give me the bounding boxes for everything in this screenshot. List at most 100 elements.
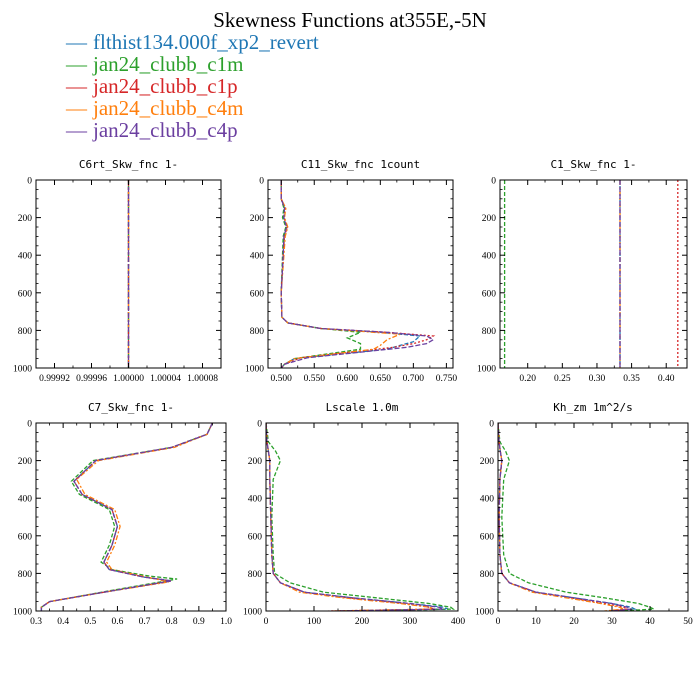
series-line: [498, 423, 638, 611]
y-tick-label: 600: [480, 532, 495, 542]
plot-frame: [35, 422, 227, 612]
legend-item: — jan24_clubb_c4p: [66, 119, 319, 141]
y-tick-label: 1000: [13, 365, 32, 375]
x-tick-label: 1.00000: [113, 374, 144, 384]
x-tick-label: 0.8: [166, 617, 178, 627]
series-line: [266, 423, 435, 611]
x-tick-label: 100: [307, 617, 322, 627]
x-tick-label: 1.0: [220, 617, 232, 627]
figure-title: Skewness Functions at355E,-5N: [213, 8, 487, 32]
x-tick-label: 300: [403, 617, 418, 627]
x-tick-label: 50: [683, 617, 693, 627]
series-line: [498, 423, 630, 611]
y-tick-label: 400: [480, 495, 495, 505]
y-tick-label: 0: [257, 420, 262, 430]
x-tick-label: 0: [496, 617, 501, 627]
series-line: [498, 423, 634, 611]
series-line: [40, 423, 213, 611]
panel-title: C1_Skw_fnc 1-: [550, 158, 636, 171]
y-tick-label: 200: [482, 214, 497, 224]
legend-label: jan24_clubb_c4p: [93, 118, 238, 142]
legend-item: — jan24_clubb_c4m: [66, 97, 319, 119]
x-tick-label: 0.600: [337, 374, 359, 384]
chart-panel: C11_Skw_fnc 1count 0 200 400 600 800 1000 0.500…: [245, 158, 457, 384]
legend-label: jan24_clubb_c1p: [93, 74, 238, 98]
legend-item: — flthist134.000f_xp2_revert: [66, 31, 319, 53]
x-tick-label: 10: [531, 617, 541, 627]
x-tick-label: 40: [645, 617, 655, 627]
legend-dash: —: [66, 118, 87, 142]
y-tick-label: 400: [482, 252, 497, 262]
y-tick-label: 800: [250, 327, 265, 337]
y-tick-label: 1000: [245, 365, 264, 375]
y-tick-label: 600: [18, 289, 33, 299]
series-line: [280, 180, 422, 368]
y-tick-label: 0: [27, 420, 32, 430]
legend-dash: —: [66, 96, 87, 120]
y-tick-label: 0: [27, 177, 32, 187]
y-tick-label: 800: [18, 327, 33, 337]
x-tick-label: 0.35: [623, 374, 640, 384]
x-tick-label: 0.6: [111, 617, 123, 627]
series-line: [40, 423, 213, 611]
y-tick-label: 200: [480, 457, 495, 467]
y-tick-label: 200: [250, 214, 265, 224]
chart-panel: C1_Skw_fnc 1- 0 200 400 600 800 1000 0.20 0.25 0.…: [477, 158, 688, 384]
series-line: [280, 180, 436, 368]
x-tick-label: 1.00004: [150, 374, 181, 384]
y-tick-label: 800: [18, 570, 33, 580]
y-tick-label: 200: [18, 457, 33, 467]
series-line: [498, 423, 626, 611]
y-tick-label: 1000: [475, 608, 494, 618]
legend-label: jan24_clubb_c4m: [93, 96, 244, 120]
x-tick-label: 30: [607, 617, 617, 627]
legend-dash: —: [66, 74, 87, 98]
legend-item: — jan24_clubb_c1m: [66, 53, 319, 75]
y-tick-label: 400: [250, 252, 265, 262]
y-tick-label: 0: [491, 177, 496, 187]
y-tick-label: 600: [248, 532, 263, 542]
y-tick-label: 800: [480, 570, 495, 580]
x-tick-label: 0.650: [370, 374, 392, 384]
x-tick-label: 0: [264, 617, 269, 627]
panel-title: C6rt_Skw_fnc 1-: [79, 158, 178, 171]
y-tick-label: 200: [18, 214, 33, 224]
x-tick-label: 0.500: [271, 374, 293, 384]
x-tick-label: 0.25: [554, 374, 571, 384]
x-tick-label: 0.750: [436, 374, 458, 384]
x-tick-label: 0.40: [658, 374, 675, 384]
y-tick-label: 600: [18, 532, 33, 542]
y-tick-label: 600: [482, 289, 497, 299]
series-line: [280, 180, 401, 368]
legend-label: jan24_clubb_c1m: [93, 52, 244, 76]
chart-panel: C6rt_Skw_fnc 1- 0 200 400 600 800 1000 0.99992 0…: [13, 158, 222, 384]
x-tick-label: 0.99992: [39, 374, 70, 384]
y-tick-label: 200: [248, 457, 263, 467]
legend: — flthist134.000f_xp2_revert — jan24_clubb…: [66, 31, 319, 141]
y-tick-label: 800: [482, 327, 497, 337]
series-line: [40, 423, 213, 611]
legend-dash: —: [66, 30, 87, 54]
y-tick-label: 1000: [13, 608, 32, 618]
y-tick-label: 0: [259, 177, 264, 187]
series-line: [40, 423, 213, 611]
series-line: [40, 423, 213, 611]
series-line: [280, 180, 435, 368]
series-line: [498, 423, 657, 611]
x-tick-label: 0.4: [57, 617, 69, 627]
y-tick-label: 1000: [477, 365, 496, 375]
y-tick-label: 400: [18, 495, 33, 505]
x-tick-label: 0.30: [589, 374, 606, 384]
series-line: [266, 423, 449, 611]
x-tick-label: 0.99996: [76, 374, 107, 384]
series-line: [280, 180, 362, 368]
panel-title: C11_Skw_fnc 1count: [301, 158, 420, 171]
y-tick-label: 800: [248, 570, 263, 580]
x-tick-label: 0.700: [403, 374, 425, 384]
panel-title: C7_Skw_fnc 1-: [88, 401, 174, 414]
x-tick-label: 400: [451, 617, 466, 627]
legend-dash: —: [66, 52, 87, 76]
